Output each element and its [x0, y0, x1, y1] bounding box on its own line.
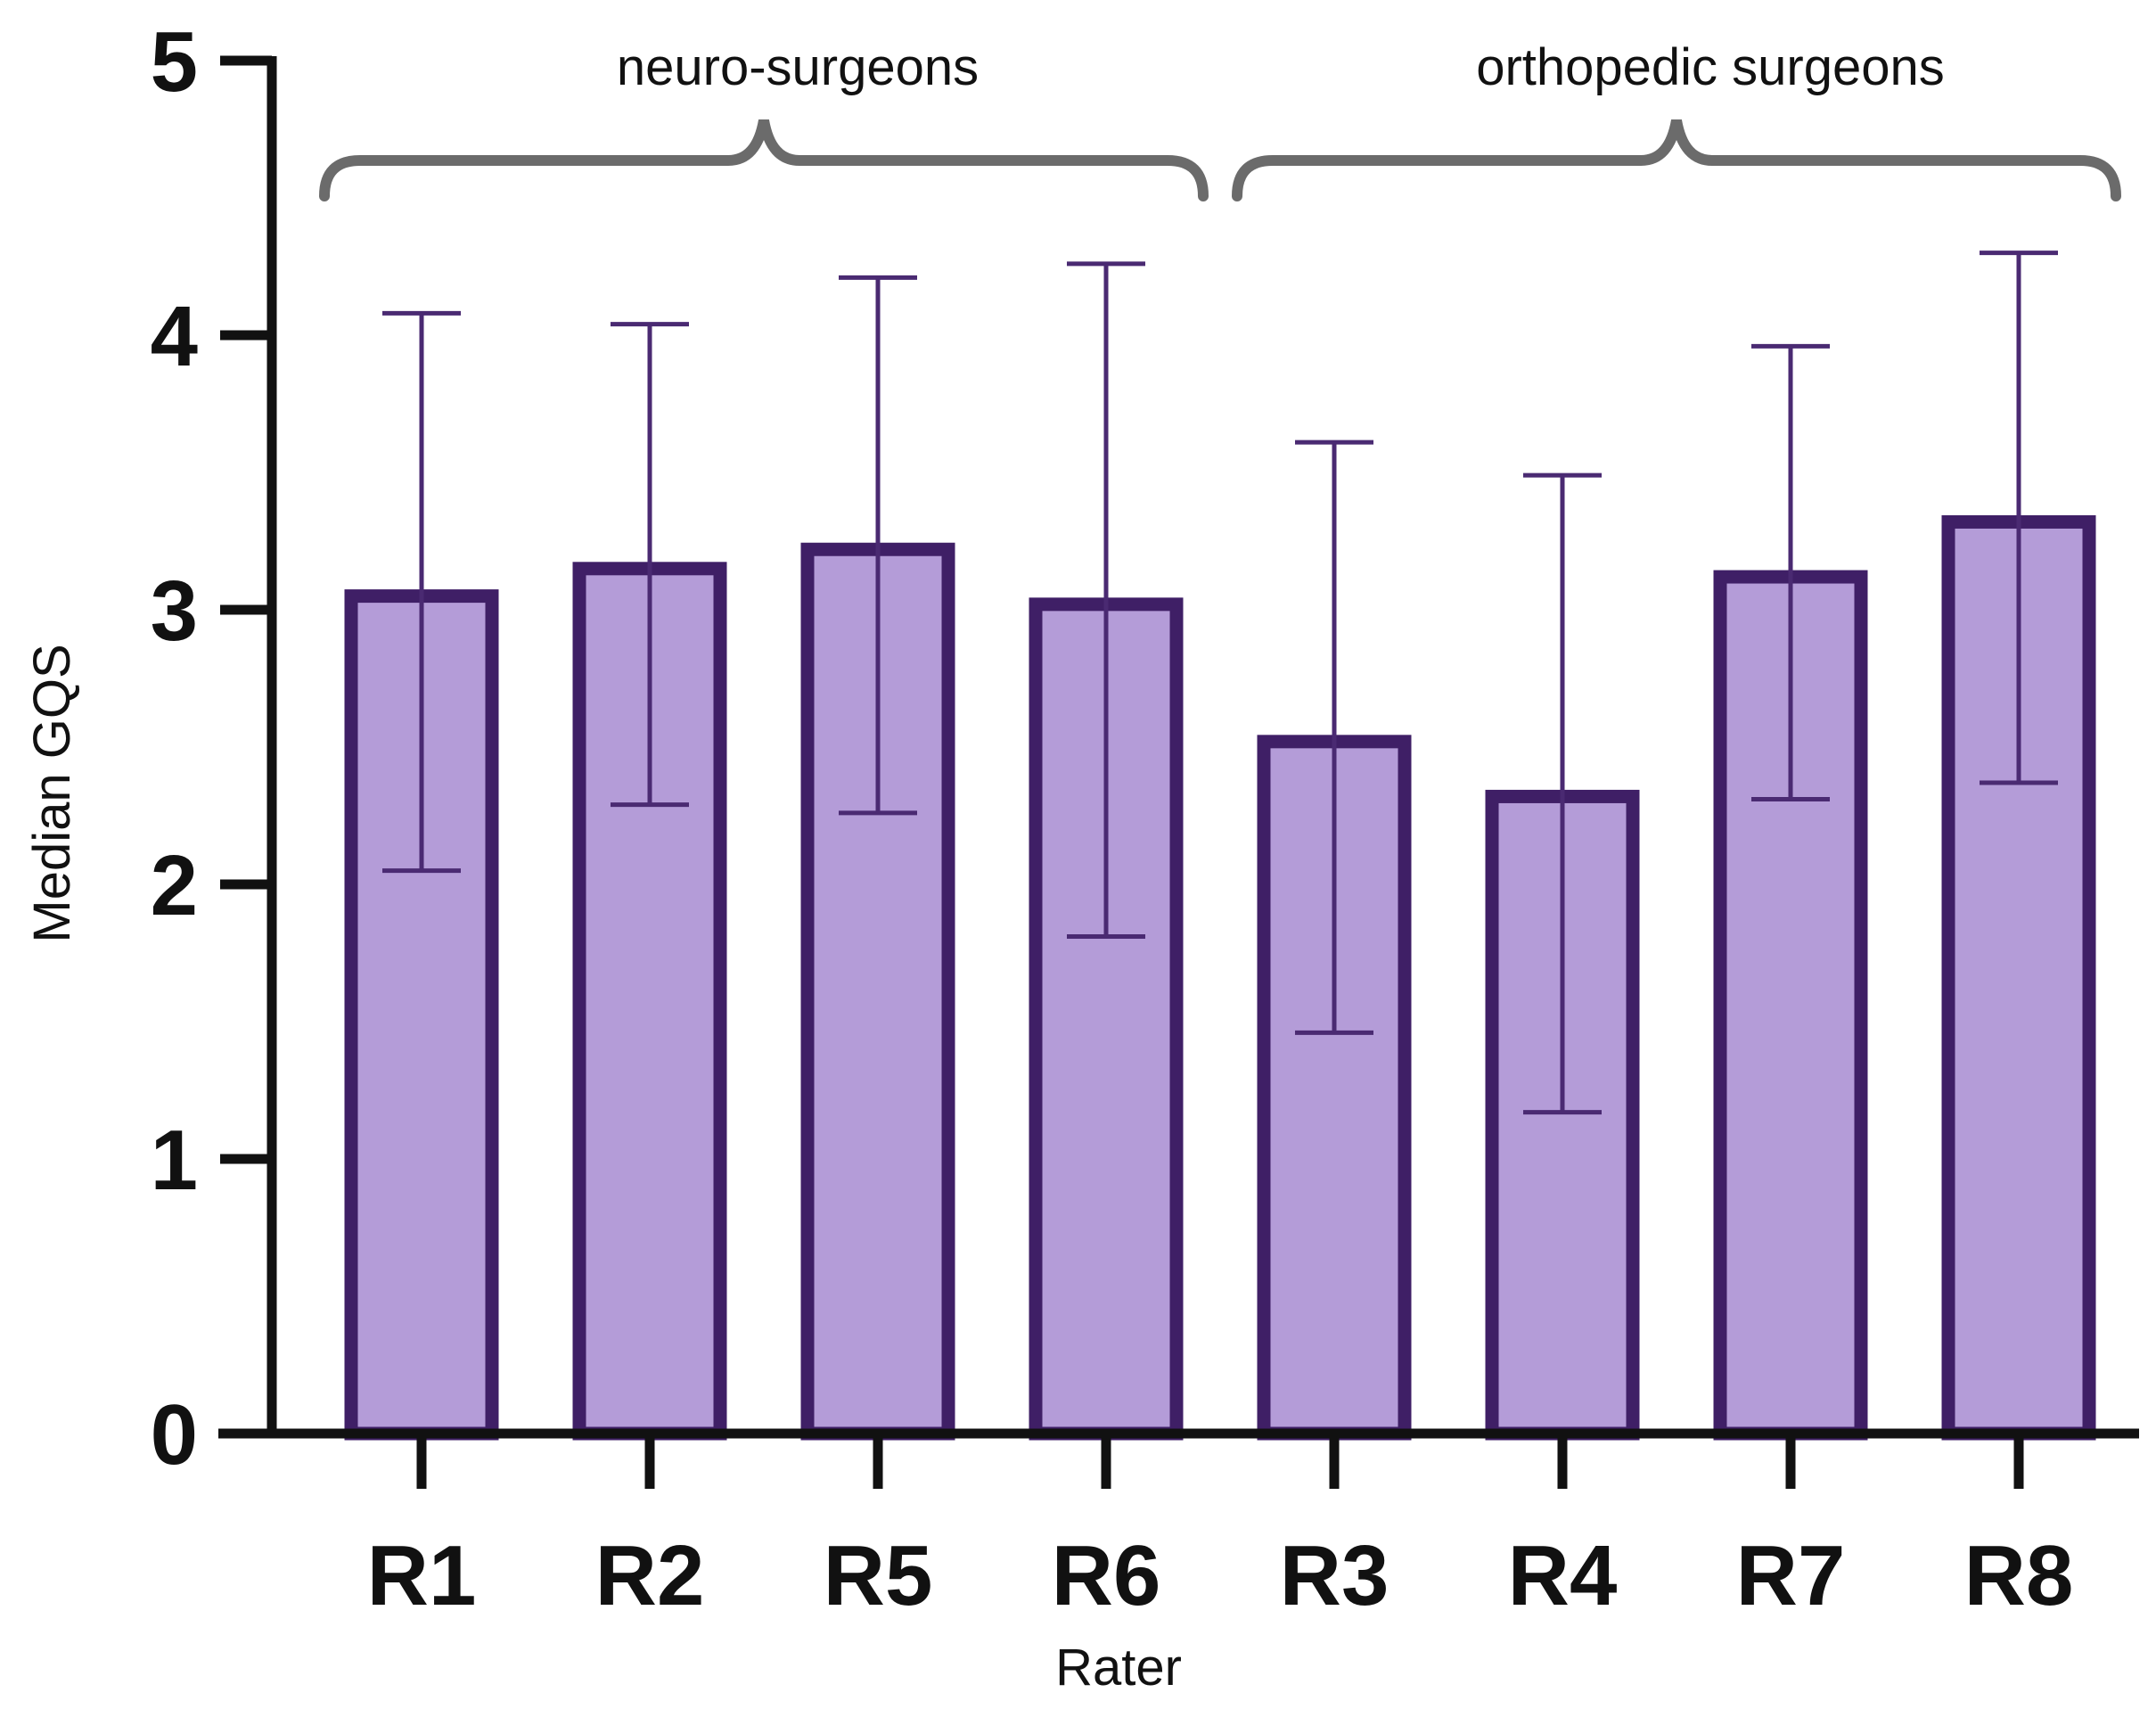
category-label-r4: R4	[1508, 1528, 1618, 1623]
category-label-r2: R2	[595, 1528, 705, 1623]
error-bar-r4	[1523, 472, 1602, 1115]
category-label-r1: R1	[367, 1528, 477, 1623]
y-axis-title: Median GQS	[23, 644, 81, 942]
y-tick-label-5: 5	[151, 14, 198, 110]
error-bar-r3	[1295, 440, 1373, 1035]
group-1: orthopedic surgeons	[1232, 38, 2121, 201]
group-label: orthopedic surgeons	[1476, 38, 1945, 96]
y-tick-label-3: 3	[151, 563, 198, 659]
category-label-r7: R7	[1736, 1528, 1846, 1623]
group-annotations: neuro-surgeons orthopedic surgeons	[319, 38, 2121, 201]
error-bar-r7	[1751, 343, 1830, 802]
y-tick-label-1: 1	[151, 1113, 198, 1208]
labels: 0 1 2 3 4 5 R1 R2 R5 R6 R3 R4 R7 R8	[151, 14, 2074, 1623]
error-bar-r6	[1067, 261, 1145, 940]
bars	[344, 514, 2096, 1441]
category-label-r8: R8	[1964, 1528, 2074, 1623]
group-bracket	[1232, 119, 2121, 201]
error-bar-r5	[839, 275, 917, 816]
error-bar-r1	[382, 310, 461, 874]
bar-r6	[1029, 597, 1184, 1441]
category-label-r5: R5	[824, 1528, 933, 1623]
group-0: neuro-surgeons	[319, 38, 1209, 201]
error-bars	[382, 251, 2058, 1115]
y-tick-label-4: 4	[151, 289, 198, 384]
group-label: neuro-surgeons	[617, 38, 979, 96]
category-label-r3: R3	[1280, 1528, 1390, 1623]
y-tick-label-0: 0	[151, 1387, 198, 1483]
x-axis-title: Rater	[1055, 1639, 1182, 1697]
error-bar-r8	[1980, 251, 2058, 785]
group-bracket	[319, 119, 1209, 201]
axes	[218, 55, 2139, 1489]
category-label-r6: R6	[1052, 1528, 1161, 1623]
y-tick-label-2: 2	[151, 838, 198, 933]
error-bar-r2	[611, 322, 689, 808]
